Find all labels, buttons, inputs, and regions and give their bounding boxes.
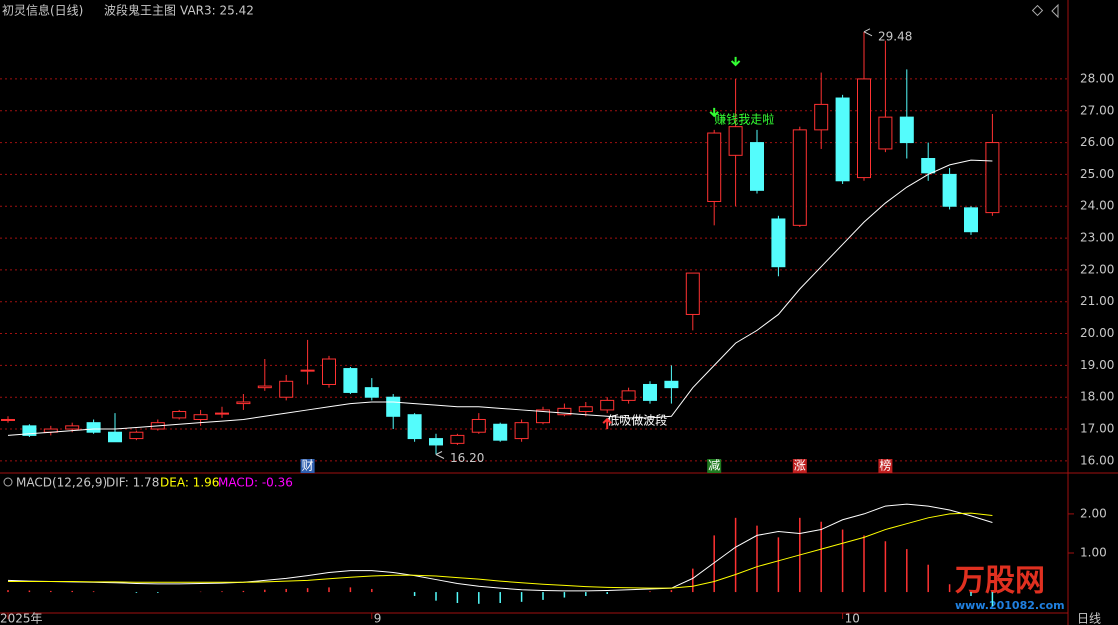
candle-body [1,418,15,421]
candle-body [942,173,957,207]
candle-body [471,418,486,433]
candle-body [621,390,636,401]
candle-body [685,272,700,315]
candle-body [878,116,893,150]
candle-body [536,409,550,424]
y-tick-label: 18.00 [1080,390,1114,404]
candle-body [193,414,208,420]
candle-body [814,103,829,131]
candle-body [22,425,37,436]
y-tick-label: 1.00 [1080,545,1107,559]
y-tick-label: 2.00 [1080,506,1107,520]
x-tick-label: 9 [374,612,382,625]
signal-text: 低吸做波段 [607,413,667,428]
y-tick-label: 17.00 [1080,422,1114,436]
x-tick-label: 2025年 [0,612,43,625]
candle-body [407,414,422,440]
stock-title: 初灵信息(日线) [2,3,83,18]
y-tick-label: 25.00 [1080,167,1114,181]
x-tick-label: 10 [845,612,860,625]
candle-body [129,431,144,440]
pointer [435,451,445,459]
candle-body [364,387,379,398]
signal-arrow [730,56,741,67]
candle-body [343,368,358,393]
candle-body [964,207,978,233]
event-badge [300,459,315,473]
y-tick-label: 16.00 [1080,453,1114,467]
macd-title: MACD(12,26,9) [16,476,107,490]
y-tick-label: 28.00 [1080,71,1114,85]
event-badge [707,459,722,473]
event-badge [792,459,807,473]
event-label: 财 [302,459,314,473]
period-label: 日线 [1077,612,1101,625]
candle-body [86,422,101,433]
dif-line [7,503,993,592]
event-label: 榜 [879,458,891,473]
signal-text: 赚钱我走啦 [714,111,774,126]
macd-readout: MACD: -0.36 [218,476,293,490]
y-tick-label: 24.00 [1080,199,1114,213]
y-tick-label: 20.00 [1080,326,1114,340]
y-tick-label: 22.00 [1080,262,1114,276]
y-tick-label: 23.00 [1080,231,1114,245]
candle-body [215,412,229,415]
dif-readout: DIF: 1.78 [106,476,159,490]
candle-body [65,425,80,430]
indicator-name: 波段鬼王主图 [104,3,176,18]
indicator-readout: VAR3: 25.42 [180,4,254,18]
signal-arrow [602,417,612,430]
candle-body [429,438,443,446]
candle-body [899,116,914,144]
high-label: 29.48 [878,29,912,43]
icon[interactable] [3,477,13,487]
event-label: 涨 [794,458,806,473]
y-tick-label: 21.00 [1080,294,1114,308]
candle-body [236,401,251,405]
candle-body [386,396,401,417]
candle-body [750,142,764,191]
ma-line [7,159,993,436]
icon[interactable] [1031,4,1044,17]
event-badge [878,459,893,473]
candle-body [664,380,679,389]
candle-body [493,423,508,441]
watermark-brand: 万股网 [955,564,1045,599]
icon[interactable] [1051,3,1059,19]
candle-body [450,434,465,444]
candle-body [792,129,807,226]
candle-body [279,380,294,398]
candle-body [921,158,936,174]
candle-body [514,422,529,440]
candle-body [707,132,722,202]
candle-body [172,411,187,419]
candle-body [771,218,786,268]
candle-body [322,358,336,385]
candle-body [643,383,657,401]
dea-readout: DEA: 1.96 [160,476,219,490]
y-tick-label: 27.00 [1080,103,1114,117]
candle-body [728,126,743,156]
low-label: 16.20 [450,451,484,465]
candle-body [578,406,593,413]
y-tick-label: 19.00 [1080,358,1114,372]
candle-body [300,369,315,372]
signal-arrow [709,107,719,118]
watermark-url: www.201082.com [955,599,1065,612]
pointer [863,28,873,37]
candle-body [985,142,1000,214]
candle-body [108,431,122,443]
candle-body [857,78,871,179]
event-label: 减 [708,459,720,473]
candle-body [600,399,615,411]
candle-body [835,97,850,182]
candle-body [257,385,272,389]
dea-line [8,512,993,589]
y-tick-label: 26.00 [1080,135,1114,149]
candle-body [557,407,572,416]
